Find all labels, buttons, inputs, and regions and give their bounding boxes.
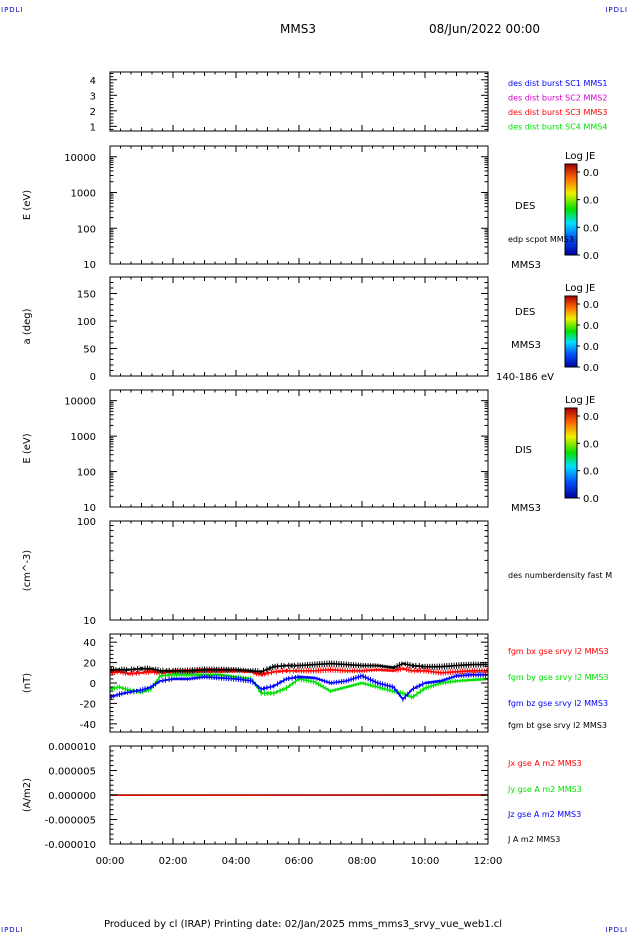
y-axis-label: (nT) (22, 673, 33, 693)
panel-right-label: MMS3 (511, 340, 541, 351)
datetime-title: 08/Jun/2022 00:00 (429, 22, 541, 36)
y-axis-label: a (deg) (22, 308, 33, 344)
y-tick-label: 10000 (64, 153, 96, 164)
y-tick-label: 100 (77, 468, 96, 479)
y-tick-label: 10 (83, 503, 96, 514)
legend-entry: des dist burst SC4 MMS4 (508, 123, 607, 132)
footer-credit: Produced by cl (IRAP) Printing date: 02/… (104, 919, 503, 930)
colorbar-title: Log JE (565, 395, 595, 406)
colorbar-tick-label: 0.0 (583, 321, 599, 332)
corner-label-top-left: IPDLI (1, 6, 24, 14)
colorbar-tick-label: 0.0 (583, 300, 599, 311)
colorbar (564, 407, 578, 499)
y-tick-label: 100 (77, 517, 96, 528)
y-tick-label: 0 (90, 372, 96, 383)
legend-entry: fgm bx gse srvy l2 MMS3 (508, 647, 609, 656)
corner-label-top-right: IPDLI (605, 6, 628, 14)
colorbar-tick-label: 0.0 (583, 196, 599, 207)
colorbar-tick-label: 0.0 (583, 439, 599, 450)
x-tick-label: 00:00 (96, 856, 125, 867)
colorbar-tick-label: 0.0 (583, 412, 599, 423)
y-tick-label: 0.000000 (48, 791, 96, 802)
panel-frame-orbit (109, 71, 489, 132)
y-tick-label: 4 (90, 76, 96, 87)
colorbar-tick-label: 0.0 (583, 168, 599, 179)
colorbar (564, 163, 578, 256)
legend-entry: Jy gse A m2 MMS3 (507, 785, 582, 794)
y-tick-label: 0.000010 (48, 742, 96, 753)
panel-frame-des-energy (109, 145, 489, 265)
y-axis-label: E (eV) (22, 190, 33, 220)
y-tick-label: 10 (83, 260, 96, 271)
x-tick-label: 04:00 (222, 856, 251, 867)
panel-right-label: MMS3 (511, 260, 541, 271)
colorbar-tick-label: 0.0 (583, 363, 599, 374)
y-axis-label: (A/m2) (22, 778, 33, 812)
colorbar-tick-label: 0.0 (583, 467, 599, 478)
y-tick-label: 20 (83, 659, 96, 670)
legend-entry: des dist burst SC1 MMS1 (508, 79, 607, 88)
y-tick-label: 40 (83, 638, 96, 649)
y-tick-label: 1000 (71, 432, 96, 443)
colorbar (564, 295, 578, 368)
corner-label-bottom-right: IPDLI (605, 926, 628, 934)
legend-entry: des dist burst SC3 MMS3 (508, 108, 607, 117)
legend-entry: J A m2 MMS3 (507, 835, 560, 844)
colorbar-tick-label: 0.0 (583, 342, 599, 353)
colorbar-title: Log JE (565, 283, 595, 294)
legend-entry: fgm bz gse srvy l2 MMS3 (508, 699, 608, 708)
x-tick-label: 10:00 (411, 856, 440, 867)
y-tick-label: 2 (90, 107, 96, 118)
panel-right-label: MMS3 (511, 503, 541, 514)
panel-right-label: DES (515, 201, 535, 212)
panel-right-label: edp scpot MMS3 (508, 235, 574, 244)
y-tick-label: 10000 (64, 397, 96, 408)
y-tick-label: 1 (90, 122, 96, 133)
legend-entry: des numberdensity fast M (508, 571, 612, 580)
legend-entry: fgm bt gse srvy l2 MMS3 (508, 721, 607, 730)
y-tick-label: 100 (77, 317, 96, 328)
x-tick-label: 06:00 (285, 856, 314, 867)
panel-frame-dis-energy (109, 389, 489, 508)
panel-right-label: 140-186 eV (496, 372, 554, 383)
y-tick-label: 150 (77, 290, 96, 301)
colorbar-tick-label: 0.0 (583, 223, 599, 234)
x-tick-label: 02:00 (159, 856, 188, 867)
y-tick-label: -40 (80, 720, 96, 731)
y-tick-label: 10 (83, 616, 96, 627)
panel-right-label: DES (515, 307, 535, 318)
x-tick-label: 08:00 (348, 856, 377, 867)
legend-entry: Jz gse A m2 MMS3 (507, 810, 581, 819)
y-tick-label: 1000 (71, 189, 96, 200)
panel-frame-density (109, 520, 489, 621)
corner-label-bottom-left: IPDLI (1, 926, 24, 934)
panel-frame-des-pitch (109, 276, 489, 377)
colorbar-title: Log JE (565, 151, 595, 162)
legend-entry: fgm by gse srvy l2 MMS3 (508, 673, 609, 682)
y-tick-label: 3 (90, 91, 96, 102)
y-tick-label: 100 (77, 224, 96, 235)
y-tick-label: -20 (80, 699, 96, 710)
legend-entry: Jx gse A m2 MMS3 (507, 759, 582, 768)
x-tick-label: 12:00 (474, 856, 503, 867)
colorbar-tick-label: 0.0 (583, 251, 599, 262)
y-tick-label: -0.000010 (45, 840, 96, 851)
y-axis-label: E (eV) (22, 433, 33, 463)
legend-entry: des dist burst SC2 MMS2 (508, 94, 607, 103)
colorbar-tick-label: 0.0 (583, 494, 599, 505)
y-axis-label: (cm^-3) (22, 550, 33, 591)
panel-right-label: DIS (515, 445, 532, 456)
y-tick-label: -0.000005 (45, 816, 96, 827)
y-tick-label: 50 (83, 345, 96, 356)
y-tick-label: 0.000005 (48, 767, 96, 778)
y-tick-label: 0 (90, 679, 96, 690)
series-noise (110, 672, 488, 702)
spacecraft-title: MMS3 (280, 22, 316, 36)
